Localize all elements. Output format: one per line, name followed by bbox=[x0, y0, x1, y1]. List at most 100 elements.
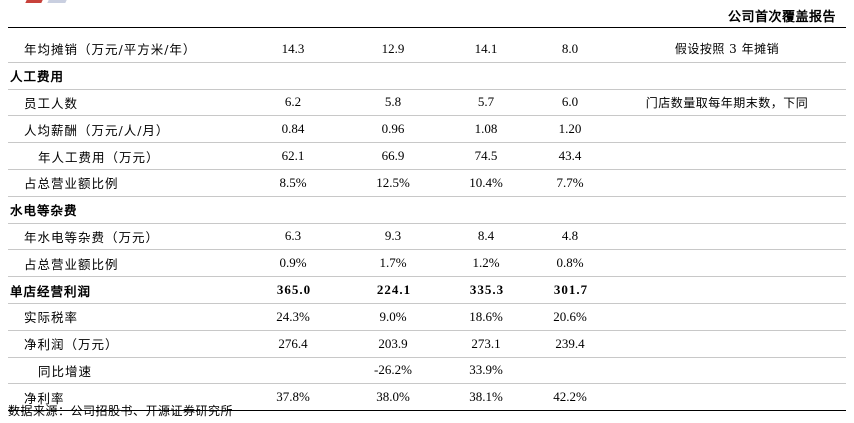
note-cell bbox=[608, 142, 846, 170]
value-cell: 62.1 bbox=[240, 142, 346, 170]
value-cell: 365.0 bbox=[240, 276, 346, 304]
value-cell: 8.5% bbox=[240, 169, 346, 197]
report-header-title: 公司首次覆盖报告 bbox=[727, 10, 836, 25]
value-cell bbox=[440, 62, 532, 90]
value-cell: 10.4% bbox=[440, 169, 532, 197]
value-cell bbox=[240, 357, 346, 385]
value-cell: 301.7 bbox=[532, 276, 608, 304]
value-cell: 8.0 bbox=[532, 36, 608, 63]
value-cell: 0.84 bbox=[240, 115, 346, 144]
table-row: 净利润（万元） 276.4 203.9 273.1 239.4 bbox=[8, 330, 846, 358]
value-cell: 224.1 bbox=[346, 276, 440, 304]
note-cell bbox=[608, 330, 846, 358]
value-cell: 6.2 bbox=[240, 89, 346, 117]
value-cell: 74.5 bbox=[440, 142, 532, 170]
row-label: 年水电等杂费（万元） bbox=[8, 223, 240, 251]
table-row: 净利率 37.8% 38.0% 38.1% 42.2% bbox=[8, 383, 846, 412]
section-row: 人工费用 bbox=[8, 62, 846, 90]
table-row: 人均薪酬（万元/人/月） 0.84 0.96 1.08 1.20 bbox=[8, 115, 846, 144]
note-cell bbox=[608, 276, 846, 304]
value-cell: 9.0% bbox=[346, 303, 440, 331]
value-cell: 0.9% bbox=[240, 249, 346, 278]
section-label: 水电等杂费 bbox=[8, 196, 240, 224]
note-cell bbox=[608, 303, 846, 331]
value-cell: 203.9 bbox=[346, 330, 440, 358]
value-cell: 12.5% bbox=[346, 169, 440, 197]
row-label: 实际税率 bbox=[8, 303, 240, 331]
table-row: 占总营业额比例 0.9% 1.7% 1.2% 0.8% bbox=[8, 249, 846, 278]
note-cell bbox=[608, 115, 846, 144]
value-cell bbox=[346, 62, 440, 90]
value-cell bbox=[240, 62, 346, 90]
value-cell: 9.3 bbox=[346, 223, 440, 251]
section-label: 单店经营利润 bbox=[8, 276, 240, 304]
row-label: 净利率 bbox=[8, 383, 240, 412]
table-row: 年人工费用（万元） 62.1 66.9 74.5 43.4 bbox=[8, 142, 846, 170]
note-cell bbox=[608, 223, 846, 251]
note-cell bbox=[608, 249, 846, 278]
value-cell: 6.3 bbox=[240, 223, 346, 251]
note-cell: 假设按照 3 年摊销 bbox=[608, 36, 846, 63]
value-cell: 0.96 bbox=[346, 115, 440, 144]
row-label: 同比增速 bbox=[8, 357, 240, 385]
value-cell: 8.4 bbox=[440, 223, 532, 251]
value-cell: 0.8% bbox=[532, 249, 608, 278]
section-row: 单店经营利润 365.0 224.1 335.3 301.7 bbox=[8, 276, 846, 304]
section-row: 水电等杂费 bbox=[8, 196, 846, 224]
value-cell: 14.1 bbox=[440, 36, 532, 63]
note-cell: 门店数量取每年期末数，下同 bbox=[608, 89, 846, 117]
value-cell bbox=[346, 196, 440, 224]
value-cell: 1.08 bbox=[440, 115, 532, 144]
value-cell bbox=[240, 196, 346, 224]
brand-logo-mark bbox=[25, 0, 86, 5]
section-label: 人工费用 bbox=[8, 62, 240, 90]
note-cell bbox=[608, 62, 846, 90]
row-label: 年人工费用（万元） bbox=[8, 142, 240, 170]
value-cell: 335.3 bbox=[440, 276, 532, 304]
row-label: 员工人数 bbox=[8, 89, 240, 117]
value-cell: 37.8% bbox=[240, 383, 346, 412]
source-note: 数据来源：公司招股书、开源证券研究所 bbox=[8, 404, 234, 418]
row-label: 年均摊销（万元/平方米/年） bbox=[8, 36, 240, 63]
row-label: 人均薪酬（万元/人/月） bbox=[8, 115, 240, 144]
table-row: 同比增速 -26.2% 33.9% bbox=[8, 357, 846, 385]
value-cell: 38.0% bbox=[346, 383, 440, 412]
table-row: 年均摊销（万元/平方米/年） 14.3 12.9 14.1 8.0 假设按照 3 年摊销 bbox=[8, 36, 846, 63]
value-cell: 5.8 bbox=[346, 89, 440, 117]
value-cell: 7.7% bbox=[532, 169, 608, 197]
value-cell: 273.1 bbox=[440, 330, 532, 358]
note-cell bbox=[608, 357, 846, 385]
value-cell: 33.9% bbox=[440, 357, 532, 385]
value-cell: 6.0 bbox=[532, 89, 608, 117]
note-cell bbox=[608, 196, 846, 224]
value-cell: 239.4 bbox=[532, 330, 608, 358]
value-cell: 18.6% bbox=[440, 303, 532, 331]
value-cell: 42.2% bbox=[532, 383, 608, 412]
note-cell bbox=[608, 169, 846, 197]
value-cell: 20.6% bbox=[532, 303, 608, 331]
value-cell bbox=[532, 62, 608, 90]
value-cell: 12.9 bbox=[346, 36, 440, 63]
value-cell: 38.1% bbox=[440, 383, 532, 412]
row-label: 占总营业额比例 bbox=[8, 169, 240, 197]
row-label: 净利润（万元） bbox=[8, 330, 240, 358]
value-cell: 14.3 bbox=[240, 36, 346, 63]
value-cell: 66.9 bbox=[346, 142, 440, 170]
value-cell bbox=[532, 357, 608, 385]
value-cell: 1.7% bbox=[346, 249, 440, 278]
table-row: 年水电等杂费（万元） 6.3 9.3 8.4 4.8 bbox=[8, 223, 846, 251]
table-body: 年均摊销（万元/平方米/年） 14.3 12.9 14.1 8.0 假设按照 3 年摊销人… bbox=[8, 36, 846, 412]
value-cell: 24.3% bbox=[240, 303, 346, 331]
row-label: 占总营业额比例 bbox=[8, 249, 240, 278]
value-cell bbox=[532, 196, 608, 224]
value-cell: 43.4 bbox=[532, 142, 608, 170]
table-row: 占总营业额比例 8.5% 12.5% 10.4% 7.7% bbox=[8, 169, 846, 197]
header-rule bbox=[8, 27, 846, 28]
note-cell bbox=[608, 383, 846, 412]
value-cell: 276.4 bbox=[240, 330, 346, 358]
value-cell: 1.2% bbox=[440, 249, 532, 278]
table-row: 实际税率 24.3% 9.0% 18.6% 20.6% bbox=[8, 303, 846, 331]
value-cell: -26.2% bbox=[346, 357, 440, 385]
value-cell: 5.7 bbox=[440, 89, 532, 117]
value-cell: 1.20 bbox=[532, 115, 608, 144]
